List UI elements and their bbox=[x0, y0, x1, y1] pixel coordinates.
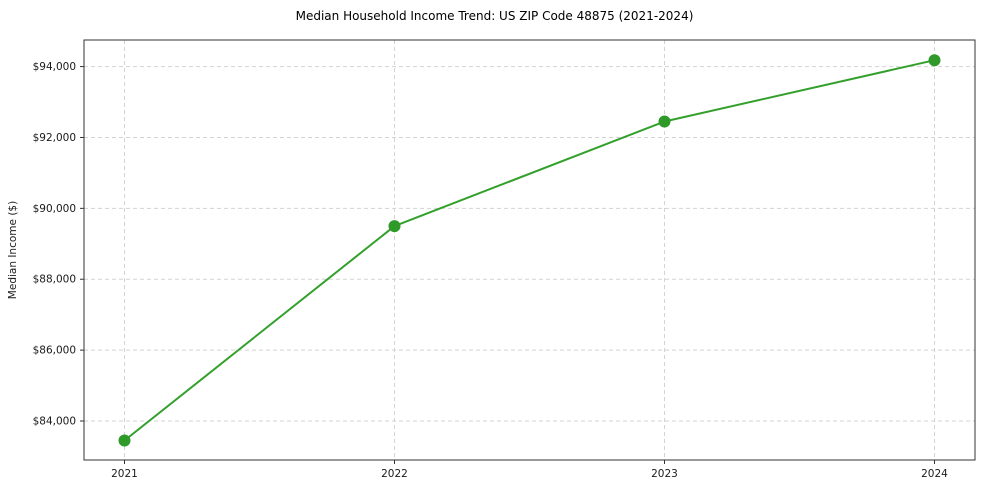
y-tick-label: $88,000 bbox=[33, 274, 76, 286]
y-axis-label: Median Income ($) bbox=[7, 201, 19, 299]
x-tick-label: 2022 bbox=[381, 468, 408, 480]
y-tick-label: $92,000 bbox=[33, 132, 76, 144]
y-tick-label: $90,000 bbox=[33, 203, 76, 215]
chart-title: Median Household Income Trend: US ZIP Co… bbox=[295, 9, 694, 23]
series-line bbox=[123, 59, 936, 442]
x-tick-label: 2023 bbox=[651, 468, 678, 480]
data-point-marker bbox=[118, 434, 131, 447]
data-point-marker bbox=[388, 220, 401, 233]
y-tick-label: $86,000 bbox=[33, 345, 76, 357]
y-tick-label: $84,000 bbox=[33, 416, 76, 428]
axes-border bbox=[83, 39, 976, 461]
data-point-marker bbox=[928, 54, 941, 67]
x-tick-label: 2024 bbox=[921, 468, 948, 480]
data-point-marker bbox=[658, 115, 671, 128]
y-tick-label: $94,000 bbox=[33, 61, 76, 73]
x-tick-label: 2021 bbox=[111, 468, 138, 480]
